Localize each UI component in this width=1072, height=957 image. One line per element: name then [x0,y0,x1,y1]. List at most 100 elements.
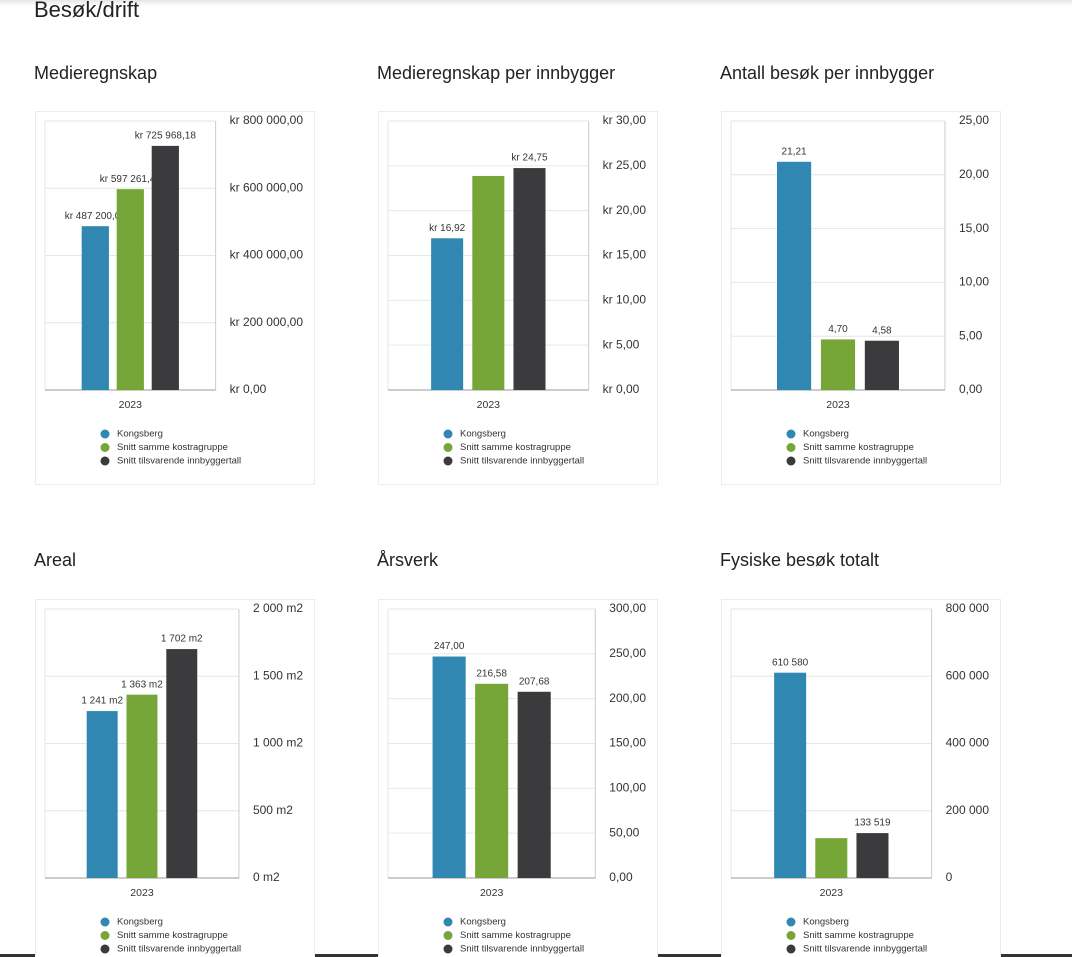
bar [820,339,856,390]
chart-frame [721,111,1001,485]
legend-label: Kongsberg [460,429,506,440]
legend-marker [786,429,796,439]
bar [432,656,466,878]
x-tick-label: 2023 [820,887,844,899]
x-tick-label: 2023 [477,399,501,411]
legend-marker [100,931,110,940]
y-tick-label: 100,00 [609,781,646,795]
y-tick-label: kr 5,00 [603,337,640,351]
legend-marker [443,931,453,940]
bar [116,189,144,390]
legend-label: Kongsberg [803,429,849,440]
legend-marker [100,443,110,452]
y-tick-label: 2 000 m2 [253,601,303,615]
value-label: kr 16,92 [429,223,466,234]
chart-title: Årsverk [377,550,439,570]
legend-marker [100,917,110,927]
y-tick-label: 0,00 [609,870,633,884]
y-tick-label: 150,00 [609,736,646,750]
bar [777,161,812,390]
bar [517,691,551,878]
value-label: kr 597 261,46 [100,174,162,185]
y-tick-label: 400 000 [946,736,990,750]
y-tick-label: 5,00 [959,328,983,342]
chart-title: Fysiske besøk totalt [720,550,879,570]
legend-label: Snitt samme kostragruppe [803,442,914,453]
legend-marker [443,944,453,954]
y-tick-label: 15,00 [959,221,989,235]
y-tick-label: 0 [946,870,953,884]
bar [472,175,505,390]
legend-label: Kongsberg [117,429,163,440]
chart: kr 0,00 kr 200 000,00 kr 400 000,00 kr 600 … [35,111,315,485]
y-tick-label: 0,00 [959,382,983,396]
y-tick-label: kr 0,00 [603,382,640,396]
chart: 0 m2 500 m2 1 000 m2 1 500 m2 2 000 m2 2023 1 … [35,599,315,957]
chart: kr 0,00 kr 5,00 kr 10,00 kr 15,00 kr 20,00 kr… [378,111,658,485]
bar [513,168,546,390]
legend-label: Snitt samme kostragruppe [117,930,228,941]
legend-label: Snitt tilsvarende innbyggertall [117,456,241,467]
y-tick-label: 200,00 [609,691,646,705]
legend-label: Snitt tilsvarende innbyggertall [460,456,584,467]
bar [475,683,509,878]
y-tick-label: kr 800 000,00 [230,113,304,127]
chart: 0,00 5,00 10,00 15,00 20,00 25,00 2023 21,21 4,7… [721,111,1001,485]
bar [126,694,158,878]
legend-label: Snitt tilsvarende innbyggertall [803,944,927,955]
x-tick-label: 2023 [130,887,154,899]
chart-title: Areal [34,550,76,570]
legend-marker [100,429,110,439]
legend-label: Kongsberg [803,917,849,928]
x-tick-label: 2023 [480,887,504,899]
legend-label: Snitt tilsvarende innbyggertall [803,456,927,467]
chart-frame [721,599,1001,957]
legend-marker [443,917,453,927]
y-tick-label: kr 25,00 [603,158,647,172]
value-label: 610 580 [772,657,809,668]
bar [774,672,807,878]
value-label: kr 725 968,18 [135,131,197,142]
value-label: 4,58 [872,325,892,336]
legend-label: Kongsberg [117,917,163,928]
legend-marker [100,944,110,954]
y-tick-label: kr 10,00 [603,293,647,307]
y-tick-label: kr 0,00 [230,382,267,396]
value-label: 1 241 m2 [81,696,123,707]
x-tick-label: 2023 [826,399,850,411]
legend-label: Snitt samme kostragruppe [803,930,914,941]
value-label: 21,21 [782,146,807,157]
bar [151,145,179,390]
chart-title: Medieregnskap [34,63,157,83]
legend-marker [786,917,796,927]
bar [431,238,464,390]
y-tick-label: 20,00 [959,167,989,181]
y-tick-label: 500 m2 [253,803,293,817]
legend-marker [786,944,796,954]
value-label: 1 363 m2 [121,679,163,690]
y-tick-label: 50,00 [609,825,639,839]
legend-marker [443,443,453,452]
value-label: 247,00 [434,641,465,652]
y-tick-label: 1 500 m2 [253,668,303,682]
chart-title: Medieregnskap per innbygger [377,63,615,83]
y-tick-label: 10,00 [959,275,989,289]
bar [815,838,848,878]
bar [864,340,899,390]
y-tick-label: 250,00 [609,646,646,660]
value-label: kr 487 200,00 [65,211,127,222]
bar [856,833,889,878]
value-label: 207,68 [519,676,550,687]
legend-label: Kongsberg [460,917,506,928]
y-tick-label: 0 m2 [253,870,280,884]
value-label: 216,58 [476,668,507,679]
y-tick-label: kr 400 000,00 [230,248,304,262]
chart-title: Antall besøk per innbygger [720,63,934,83]
legend-marker [100,456,110,466]
y-tick-label: 200 000 [946,803,990,817]
y-tick-label: kr 20,00 [603,203,647,217]
value-label: 133 519 [854,818,891,829]
legend-marker [443,456,453,466]
